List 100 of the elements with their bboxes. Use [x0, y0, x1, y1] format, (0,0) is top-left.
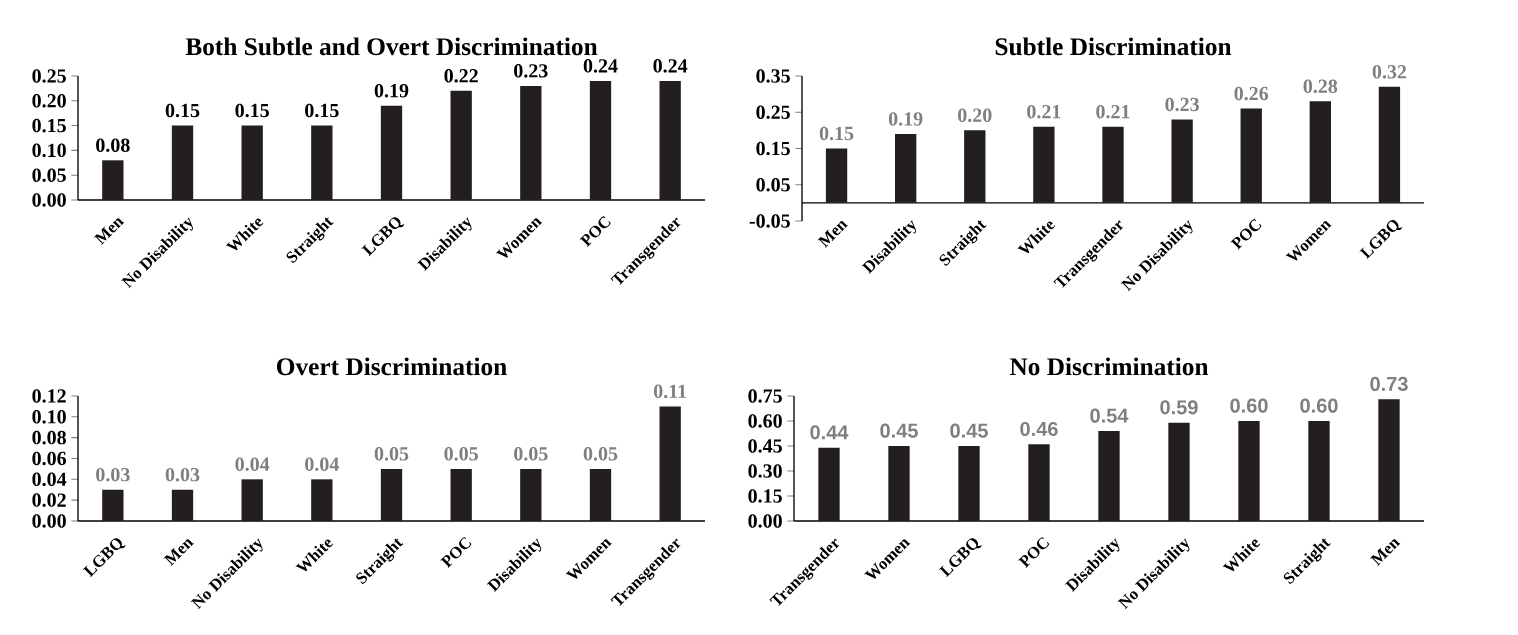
data-label: 0.11	[653, 384, 687, 399]
data-label: 0.23	[1165, 97, 1199, 112]
chart-title: Overt Discrimination	[277, 357, 507, 376]
data-label: 0.04	[235, 457, 270, 472]
data-label: 0.59	[1160, 400, 1198, 415]
bar	[520, 85, 542, 200]
y-tick-label: 0.30	[748, 464, 782, 478]
data-label: 0.21	[1096, 104, 1130, 119]
data-label: 0.22	[444, 69, 478, 83]
y-tick-label: 0.00	[32, 193, 66, 207]
y-tick-label: 0.25	[32, 69, 66, 83]
bar	[888, 445, 910, 521]
bar	[241, 479, 263, 521]
bar	[1098, 430, 1120, 521]
y-tick-label: 0.05	[756, 177, 790, 192]
bar	[380, 468, 403, 521]
bar	[380, 105, 403, 200]
data-label: 0.19	[374, 83, 409, 98]
bar	[450, 468, 472, 521]
bar	[102, 160, 124, 200]
y-tick-label: 0.15	[756, 141, 790, 156]
data-label: 0.03	[165, 467, 200, 482]
bar	[659, 80, 681, 200]
data-label: 0.44	[810, 425, 849, 440]
data-label: 0.45	[880, 423, 918, 438]
bar	[1238, 420, 1260, 521]
y-tick-label: 0.04	[32, 472, 67, 487]
bar	[1102, 126, 1124, 203]
data-label: 0.60	[1230, 398, 1268, 413]
y-tick-label: 0.45	[748, 439, 782, 453]
bar	[311, 125, 333, 200]
chart-title: Subtle Discrimination	[995, 37, 1232, 56]
bar	[589, 468, 612, 521]
data-label: 0.28	[1303, 79, 1338, 94]
data-label: 0.45	[950, 423, 988, 438]
bar	[958, 445, 980, 521]
bar	[1240, 108, 1262, 203]
data-label: 0.19	[888, 112, 923, 126]
y-tick-label: 0.35	[756, 69, 790, 83]
bar	[1309, 101, 1331, 203]
y-tick-label: 0.10	[32, 410, 66, 424]
data-label: 0.15	[165, 103, 200, 118]
data-label: 0.05	[444, 447, 478, 461]
data-label: 0.26	[1234, 86, 1269, 101]
y-tick-label: 0.25	[756, 105, 790, 120]
y-tick-label: 0.60	[748, 414, 782, 428]
bar	[1378, 86, 1401, 203]
data-label: 0.46	[1020, 421, 1058, 437]
bar	[1308, 420, 1330, 521]
bar	[1168, 422, 1190, 521]
bar	[311, 479, 333, 521]
data-label: 0.20	[958, 108, 992, 123]
bar	[102, 489, 124, 521]
bar	[171, 489, 194, 521]
chart-title: Both Subtle and Overt Discrimination	[185, 37, 598, 56]
y-tick-label: 0.08	[32, 430, 66, 445]
y-tick-label: 0.12	[32, 389, 66, 403]
bar	[1033, 126, 1055, 203]
bar	[589, 80, 612, 200]
y-tick-label: 0.15	[748, 489, 782, 503]
data-label: 0.60	[1300, 398, 1338, 413]
data-label: 0.15	[305, 103, 339, 118]
data-label: 0.05	[583, 447, 618, 461]
data-label: 0.24	[583, 59, 618, 73]
x-tick-label: Men	[163, 539, 194, 566]
x-tick-label: Men	[817, 221, 848, 248]
bar	[1028, 444, 1050, 521]
bar	[825, 148, 848, 203]
y-tick-label: 0.15	[32, 118, 66, 133]
y-tick-label: 0.75	[748, 389, 782, 403]
bar	[659, 406, 681, 521]
x-tick-label: Men	[1370, 539, 1401, 566]
data-label: 0.15	[819, 126, 854, 141]
y-tick-label: 0.05	[32, 168, 66, 182]
y-tick-label: 0.20	[32, 94, 66, 108]
data-label: 0.24	[653, 59, 688, 73]
data-label: 0.54	[1090, 408, 1129, 423]
chart-title: No Discrimination	[1009, 357, 1209, 376]
data-label: 0.05	[374, 447, 409, 461]
y-tick-label: 0.00	[32, 514, 66, 528]
data-label: 0.23	[514, 64, 548, 78]
data-label: 0.15	[235, 103, 269, 118]
bar	[171, 125, 194, 200]
data-label: 0.03	[96, 467, 130, 482]
bar	[450, 90, 472, 200]
data-label: 0.32	[1372, 65, 1407, 79]
bar	[818, 447, 840, 521]
y-tick-label: 0.02	[32, 493, 66, 507]
y-tick-label: 0.00	[748, 514, 782, 528]
data-label: 0.04	[305, 457, 339, 472]
bar	[1378, 399, 1400, 521]
bar	[241, 125, 263, 200]
data-label: 0.05	[514, 447, 548, 461]
y-tick-label: -0.05	[749, 214, 790, 228]
bar	[964, 130, 986, 203]
y-tick-label: 0.06	[32, 451, 67, 466]
bar	[895, 133, 917, 203]
data-label: 0.08	[96, 138, 130, 153]
data-label: 0.73	[1370, 376, 1408, 392]
data-label: 0.21	[1027, 104, 1061, 119]
